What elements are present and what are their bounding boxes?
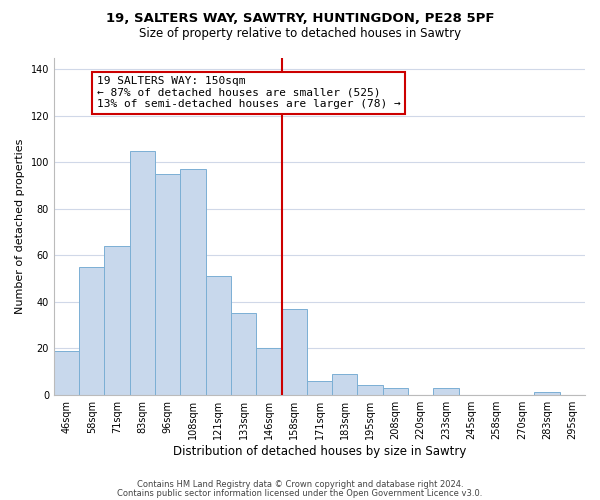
Text: 19, SALTERS WAY, SAWTRY, HUNTINGDON, PE28 5PF: 19, SALTERS WAY, SAWTRY, HUNTINGDON, PE2… (106, 12, 494, 26)
Bar (104, 246, 130, 394)
Bar (79, 267, 104, 394)
Text: Contains public sector information licensed under the Open Government Licence v3: Contains public sector information licen… (118, 488, 482, 498)
Bar (231, 314, 256, 394)
Bar (206, 276, 231, 394)
Bar (535, 392, 560, 394)
Bar (307, 381, 332, 394)
Bar (54, 350, 79, 395)
Bar (181, 169, 206, 394)
Bar (332, 374, 358, 394)
Bar (130, 150, 155, 394)
Bar (155, 174, 181, 394)
Bar (358, 386, 383, 394)
Bar (256, 348, 281, 395)
Bar (433, 388, 458, 394)
X-axis label: Distribution of detached houses by size in Sawtry: Distribution of detached houses by size … (173, 444, 466, 458)
Text: Size of property relative to detached houses in Sawtry: Size of property relative to detached ho… (139, 28, 461, 40)
Text: Contains HM Land Registry data © Crown copyright and database right 2024.: Contains HM Land Registry data © Crown c… (137, 480, 463, 489)
Y-axis label: Number of detached properties: Number of detached properties (15, 138, 25, 314)
Bar (383, 388, 408, 394)
Bar (281, 308, 307, 394)
Text: 19 SALTERS WAY: 150sqm
← 87% of detached houses are smaller (525)
13% of semi-de: 19 SALTERS WAY: 150sqm ← 87% of detached… (97, 76, 401, 110)
